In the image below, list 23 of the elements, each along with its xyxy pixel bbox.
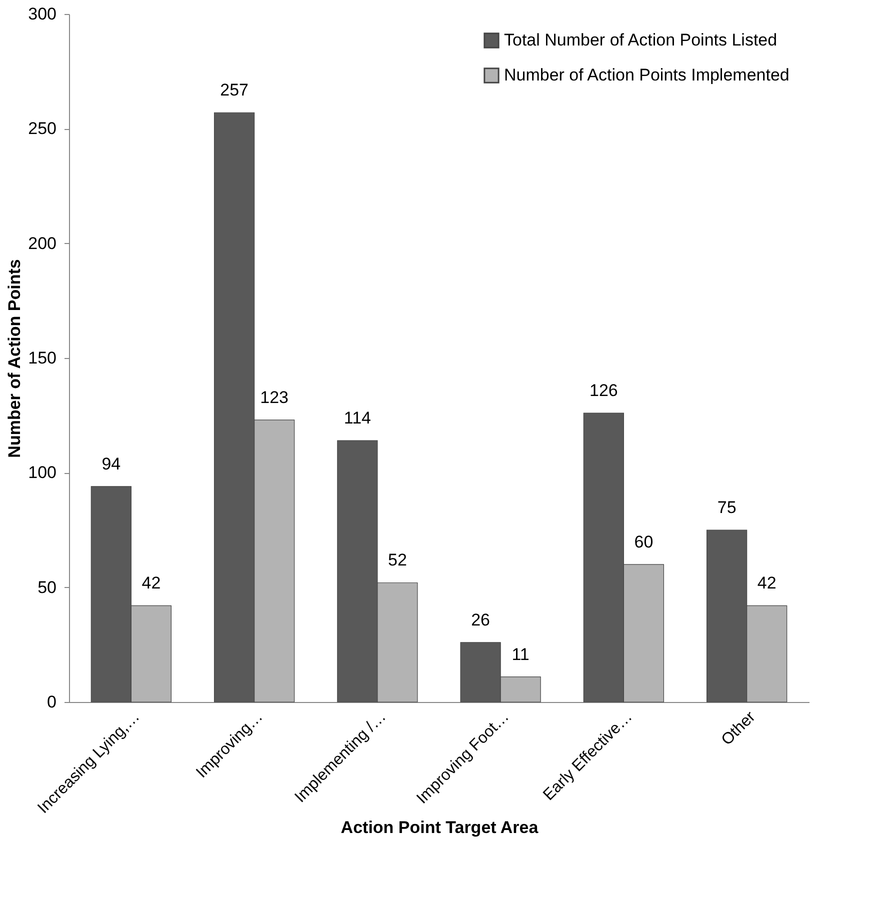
data-label: 42 [757, 574, 776, 593]
data-label: 11 [512, 644, 530, 664]
data-label: 123 [260, 388, 289, 407]
y-tick-label: 250 [28, 119, 56, 138]
y-tick-label: 100 [28, 463, 56, 482]
data-label: 26 [471, 610, 490, 630]
y-tick-label: 50 [38, 578, 56, 597]
x-axis-title: Action Point Target Area [340, 818, 539, 838]
data-label: 114 [344, 408, 371, 428]
y-axis-title: Number of Action Points [5, 259, 24, 458]
data-label: 126 [589, 381, 618, 400]
y-tick-label: 200 [28, 234, 56, 253]
legend-label: Number of Action Points Implemented [504, 66, 790, 84]
data-label: 257 [220, 80, 248, 100]
data-label: 75 [717, 498, 736, 517]
legend-label: Total Number of Action Points Listed [504, 30, 778, 50]
y-tick-label: 300 [28, 4, 56, 24]
data-label: 42 [142, 574, 161, 593]
data-label: 60 [634, 532, 654, 552]
data-label: 94 [102, 454, 121, 474]
y-tick-label: 150 [28, 348, 56, 368]
y-tick-label: 0 [47, 692, 56, 712]
data-label: 52 [388, 550, 407, 570]
